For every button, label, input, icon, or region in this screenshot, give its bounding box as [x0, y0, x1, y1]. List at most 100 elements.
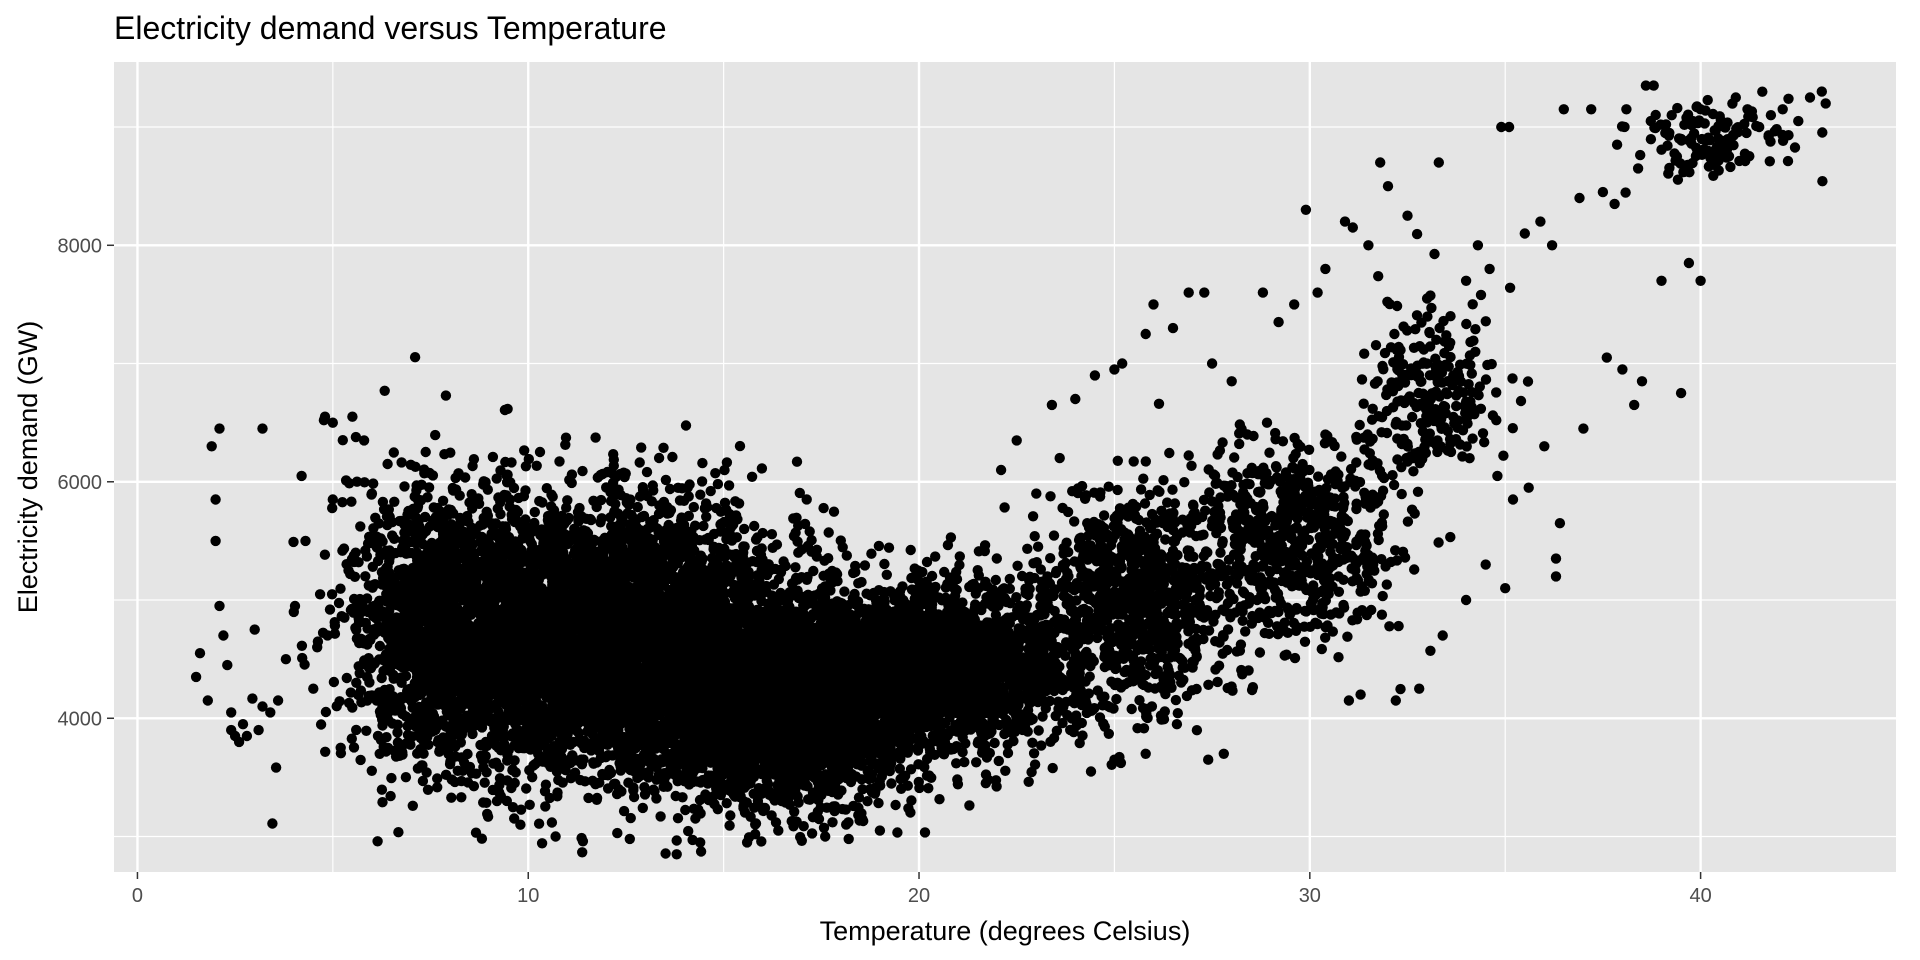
data-point — [587, 707, 598, 718]
data-point — [660, 474, 672, 486]
data-point — [624, 602, 635, 614]
data-point — [696, 476, 708, 487]
data-point — [698, 520, 709, 532]
data-point — [625, 812, 636, 824]
data-point — [653, 546, 664, 557]
data-point — [801, 494, 812, 505]
data-point — [673, 549, 685, 561]
data-point — [605, 495, 617, 507]
data-point — [521, 783, 532, 794]
data-point — [557, 777, 568, 788]
data-point — [775, 567, 787, 578]
data-point — [634, 491, 646, 502]
data-point — [672, 813, 684, 824]
data-point — [573, 511, 584, 522]
data-points — [190, 80, 1831, 860]
data-point — [575, 646, 586, 657]
data-point — [539, 786, 551, 797]
data-point — [267, 818, 278, 829]
data-point — [478, 797, 489, 808]
data-point — [818, 502, 829, 514]
data-point — [634, 457, 645, 468]
data-point — [790, 562, 801, 573]
data-point — [680, 420, 692, 431]
data-point — [701, 511, 712, 522]
data-point — [595, 517, 606, 528]
data-point — [588, 534, 600, 545]
data-point — [823, 527, 834, 538]
data-point — [685, 551, 696, 562]
data-point — [247, 693, 258, 704]
data-point — [712, 478, 724, 490]
data-point — [655, 811, 666, 822]
data-point — [791, 456, 803, 467]
data-point — [562, 495, 573, 506]
data-point — [637, 482, 648, 493]
data-point — [710, 468, 721, 479]
data-point — [738, 541, 749, 552]
data-point — [669, 580, 681, 591]
data-point — [565, 754, 576, 765]
data-point — [723, 480, 735, 491]
data-point — [560, 432, 572, 443]
data-point — [527, 772, 538, 783]
data-point — [665, 593, 676, 604]
data-point — [746, 471, 758, 482]
data-point — [677, 792, 688, 803]
data-point — [577, 465, 588, 477]
data-point — [653, 452, 665, 464]
data-point — [835, 535, 846, 546]
data-point — [588, 495, 599, 506]
data-point — [734, 440, 746, 452]
data-point — [610, 778, 621, 789]
data-point — [570, 724, 581, 736]
data-point — [585, 513, 596, 525]
chart-title: Electricity demand versus Temperature — [114, 10, 667, 46]
data-point — [604, 764, 615, 776]
data-point — [671, 835, 682, 846]
data-point — [657, 615, 668, 626]
data-point — [602, 540, 613, 552]
data-point — [625, 494, 636, 505]
data-point — [597, 468, 608, 480]
data-point — [628, 791, 640, 803]
data-point — [551, 766, 563, 777]
data-point — [422, 784, 434, 795]
data-point — [706, 552, 718, 564]
data-point — [537, 497, 548, 508]
data-point — [731, 532, 742, 543]
data-point — [648, 485, 659, 496]
data-point — [590, 432, 601, 443]
data-point — [554, 456, 565, 467]
data-point — [641, 466, 653, 478]
data-point — [333, 597, 345, 609]
data-point — [666, 522, 677, 534]
data-point — [597, 549, 609, 561]
data-point — [533, 818, 545, 829]
data-point — [556, 740, 567, 751]
data-point — [739, 523, 750, 535]
data-point — [608, 449, 619, 460]
data-point — [771, 539, 783, 550]
data-point — [658, 442, 669, 453]
data-point — [700, 498, 712, 509]
data-point — [636, 442, 647, 453]
data-point — [640, 546, 652, 557]
data-point — [663, 542, 674, 553]
data-point — [684, 479, 695, 490]
data-point — [546, 501, 557, 512]
data-point — [841, 550, 852, 561]
data-point — [576, 738, 587, 749]
data-point — [676, 512, 687, 523]
data-point — [515, 804, 527, 815]
data-point — [667, 451, 678, 463]
data-point — [552, 787, 563, 798]
data-point — [619, 554, 630, 565]
data-point — [697, 457, 708, 469]
data-point — [630, 526, 641, 538]
data-point — [591, 792, 603, 804]
data-point — [839, 586, 850, 597]
data-point — [583, 720, 594, 732]
